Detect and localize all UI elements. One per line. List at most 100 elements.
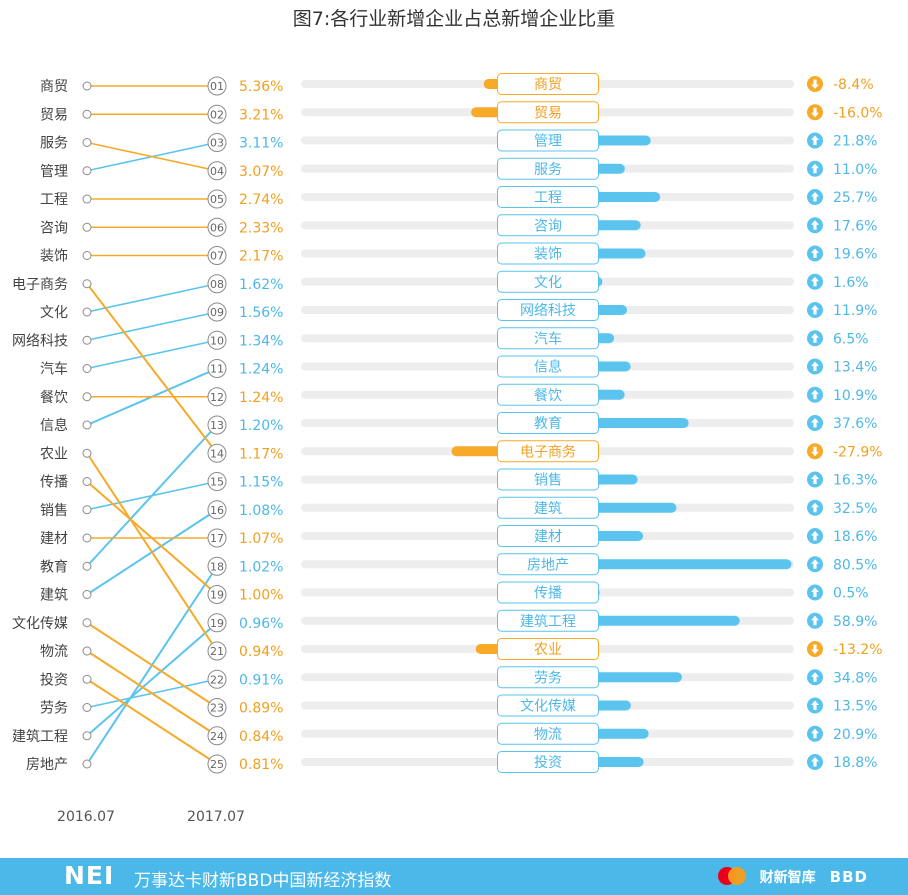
industry-2016-label: 装饰 (40, 249, 68, 265)
arrow-up-glyph (811, 163, 819, 174)
rank-2017-circle (207, 443, 227, 463)
industry-label: 文化传媒 (520, 699, 576, 715)
arrow-up-glyph (811, 333, 819, 343)
rank-2017-circle (207, 217, 227, 237)
growth-value-label: 6.5% (833, 331, 869, 347)
footer-banner: NEI 万事达卡财新BBD中国新经济指数 财新智库 BBD (0, 858, 908, 895)
share-2017-value: 1.24% (239, 362, 283, 378)
rank-2017-number: 06 (210, 221, 224, 234)
industry-label: 建筑 (534, 501, 562, 517)
arrow-down-glyph (811, 79, 819, 89)
industry-label: 教育 (534, 416, 562, 432)
growth-value-label: -27.9% (833, 444, 883, 460)
rank-2016-dot (82, 731, 92, 741)
industry-label: 电子商务 (520, 444, 576, 460)
rank-2016-dot (82, 505, 92, 515)
industry-label: 汽车 (534, 330, 562, 347)
growth-value-label: 0.5% (833, 586, 869, 602)
growth-value-label: 13.4% (833, 360, 877, 376)
slope-line (86, 283, 218, 454)
industry-label-box (497, 440, 599, 463)
rank-2017-number: 19 (210, 617, 224, 630)
nei-logo: NEI (64, 861, 115, 890)
industry-label: 服务 (534, 162, 562, 178)
rank-2017-number: 05 (210, 193, 224, 206)
growth-value-label: 80.5% (833, 557, 877, 573)
rank-2016-dot (82, 364, 92, 373)
share-2017-value: 1.24% (239, 390, 283, 406)
slope-line (86, 678, 218, 765)
rank-2017-circle (207, 274, 227, 294)
industry-label-box (497, 383, 599, 406)
industry-2016-label: 服务 (40, 136, 68, 152)
rank-2017-circle (207, 302, 227, 322)
rank-2017-number: 03 (210, 137, 224, 150)
industry-label: 咨询 (534, 218, 562, 234)
rank-2017-number: 25 (210, 758, 224, 771)
industry-label: 信息 (534, 359, 562, 376)
industry-2016-label: 销售 (40, 503, 68, 519)
mastercard-logo (717, 867, 746, 887)
growth-value-label: 18.8% (833, 755, 877, 771)
industry-label: 餐饮 (534, 388, 562, 404)
rank-2017-number: 07 (210, 250, 224, 263)
rank-2016-dot (82, 646, 92, 656)
rank-2016-dot (82, 222, 92, 232)
industry-2016-label: 咨询 (40, 220, 68, 236)
rank-2017-number: 11 (210, 363, 224, 376)
growth-value-label: 34.8% (833, 670, 877, 686)
x-label-2017: 2017.07 (187, 809, 245, 825)
rank-2017-number: 14 (210, 447, 224, 460)
growth-value-label: 1.6% (833, 275, 869, 291)
share-2017-value: 0.89% (239, 701, 283, 717)
industry-2016-label: 商贸 (40, 79, 68, 95)
industry-label-box (497, 157, 599, 180)
rank-2017-number: 09 (210, 306, 224, 319)
rank-2016-dot (82, 251, 92, 260)
growth-value-label: 13.5% (833, 699, 877, 715)
arrow-down-glyph (811, 644, 819, 654)
rank-2017-circle (207, 161, 227, 181)
share-2017-value: 0.96% (239, 616, 283, 632)
rank-2017-circle (207, 472, 227, 491)
rank-2017-number: 12 (210, 391, 224, 404)
industry-label-box (497, 299, 599, 321)
industry-2016-label: 餐饮 (40, 390, 68, 406)
industry-2016-label: 房地产 (26, 757, 68, 773)
rank-2016-dot (82, 533, 92, 543)
rank-2016-dot (82, 307, 92, 317)
industry-2016-label: 传播 (40, 475, 68, 491)
growth-value-label: 58.9% (833, 614, 877, 630)
arrow-up-glyph (811, 502, 819, 513)
industry-label-box (497, 666, 599, 689)
growth-value-label: -8.4% (833, 77, 874, 93)
industry-2016-label: 网络科技 (12, 333, 68, 349)
share-2017-value: 1.17% (239, 446, 283, 462)
industry-2016-label: 农业 (40, 446, 68, 462)
growth-value-label: 25.7% (833, 190, 877, 206)
industry-label-box (497, 722, 599, 745)
arrow-up-glyph (811, 418, 819, 428)
rank-2017-circle (207, 641, 227, 661)
industry-label-box (497, 242, 599, 265)
industry-label-box (497, 553, 599, 576)
arrow-up-glyph (811, 135, 819, 145)
share-2017-value: 1.56% (239, 305, 283, 321)
industry-label: 销售 (534, 473, 562, 489)
rank-2017-circle (207, 359, 227, 378)
chart-canvas: 商贸贸易服务管理工程咨询装饰电子商务文化网络科技汽车餐饮信息农业传播销售建材教育… (12, 73, 883, 825)
industry-2016-label: 信息 (40, 417, 68, 434)
rank-2017-circle (207, 585, 227, 604)
slope-line (86, 452, 218, 652)
rank-2017-number: 16 (210, 504, 224, 517)
share-2017-value: 1.08% (239, 503, 283, 519)
industry-label-box (497, 355, 599, 378)
rank-2016-dot (82, 759, 92, 769)
slope-line (86, 480, 218, 596)
industry-2016-label: 建材 (40, 531, 68, 547)
industry-label-box (497, 525, 599, 547)
share-2017-value: 3.07% (239, 164, 283, 180)
share-2017-value: 1.07% (239, 531, 283, 547)
rank-2017-circle (207, 133, 227, 152)
industry-2016-label: 汽车 (40, 361, 68, 378)
